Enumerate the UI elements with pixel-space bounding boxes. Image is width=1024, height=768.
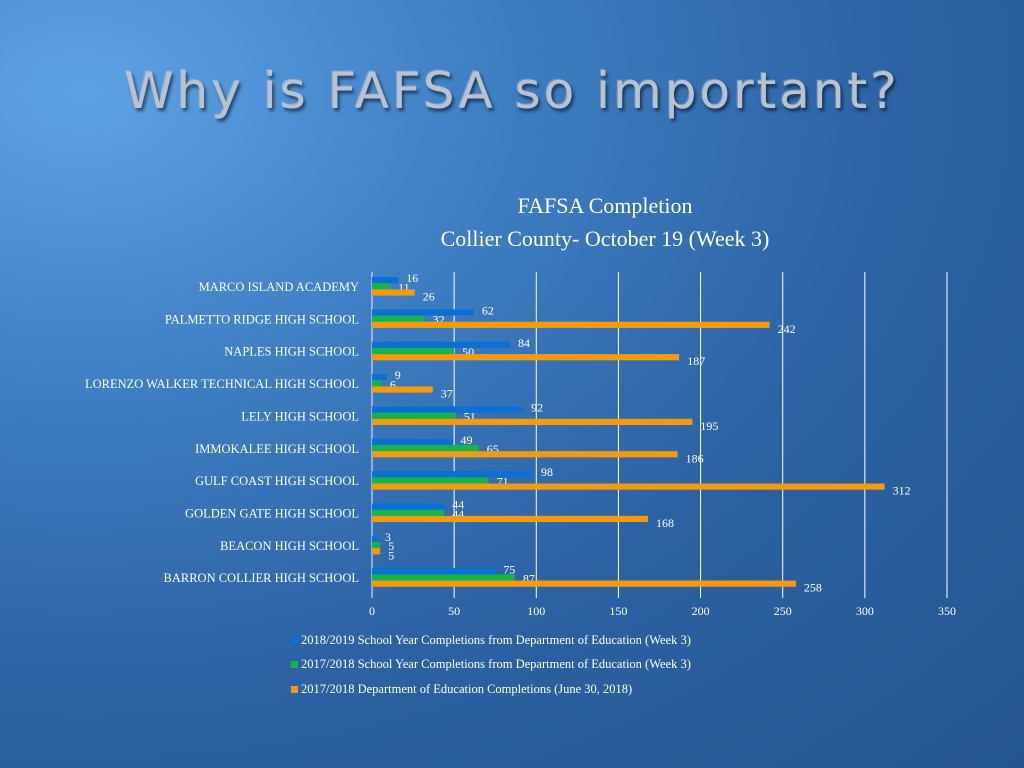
legend-item: 2018/2019 School Year Completions from D… <box>291 628 691 653</box>
legend-swatch <box>291 636 298 644</box>
category-label: BEACON HIGH SCHOOL <box>220 539 359 553</box>
bar <box>372 406 524 413</box>
x-tick-label: 200 <box>692 604 710 618</box>
bar <box>372 438 453 445</box>
bar <box>372 289 415 296</box>
data-label: 84 <box>518 336 530 350</box>
bar <box>372 471 533 478</box>
bar <box>372 347 455 355</box>
bar <box>372 515 648 523</box>
category-label: PALMETTO RIDGE HIGH SCHOOL <box>165 312 359 326</box>
data-label: 258 <box>804 581 822 595</box>
x-tick-label: 50 <box>448 604 460 618</box>
data-label: 49 <box>461 433 473 447</box>
bar <box>372 412 456 419</box>
category-label: LELY HIGH SCHOOL <box>241 409 359 423</box>
data-label: 16 <box>406 271 418 285</box>
category-label: LORENZO WALKER TECHNICAL HIGH SCHOOL <box>85 377 359 391</box>
x-tick-label: 250 <box>774 604 792 618</box>
bar <box>372 580 796 587</box>
bar <box>372 277 399 284</box>
category-label: GOLDEN GATE HIGH SCHOOL <box>185 506 359 520</box>
category-label: IMMOKALEE HIGH SCHOOL <box>195 442 359 456</box>
x-tick-label: 300 <box>856 604 874 618</box>
x-tick-label: 100 <box>527 604 545 618</box>
data-label: 75 <box>503 562 515 576</box>
data-label: 5 <box>388 539 394 553</box>
bar <box>372 477 489 484</box>
data-label: 187 <box>687 354 705 368</box>
category-label: BARRON COLLIER HIGH SCHOOL <box>164 571 360 585</box>
data-label: 37 <box>441 387 453 401</box>
x-tick-label: 350 <box>938 604 956 618</box>
bar <box>372 418 693 425</box>
legend-label: 2017/2018 Department of Education Comple… <box>301 681 633 696</box>
bar <box>372 535 377 542</box>
data-label: 26 <box>423 290 435 304</box>
legend-label: 2017/2018 School Year Completions from D… <box>301 657 691 672</box>
data-label: 6 <box>390 377 396 391</box>
bar <box>372 380 382 387</box>
bar <box>372 386 433 393</box>
bar <box>372 374 387 381</box>
data-label: 312 <box>893 484 911 498</box>
category-label: NAPLES HIGH SCHOOL <box>224 345 359 359</box>
bar <box>372 568 496 575</box>
legend-swatch <box>291 661 298 669</box>
legend-label: 2018/2019 School Year Completions from D… <box>301 632 691 647</box>
chart-legend: 2018/2019 School Year Completions from D… <box>291 628 691 702</box>
bar <box>372 574 515 581</box>
bar <box>372 451 678 458</box>
data-label: 3 <box>385 530 391 544</box>
chart-subtitle: Collier County- October 19 (Week 3) <box>440 226 770 251</box>
data-label: 195 <box>700 419 718 433</box>
data-label: 9 <box>395 368 401 382</box>
bar <box>372 341 510 348</box>
data-label: 44 <box>452 498 464 512</box>
x-tick-label: 150 <box>609 604 627 618</box>
bar <box>372 283 391 290</box>
data-label: 92 <box>531 401 543 415</box>
bar <box>372 503 445 510</box>
data-label: 62 <box>482 303 494 317</box>
bar <box>372 542 381 549</box>
x-tick-label: 0 <box>369 604 375 618</box>
data-label: 168 <box>656 516 674 530</box>
data-label: 186 <box>686 451 704 465</box>
bar <box>372 548 381 555</box>
data-label: 242 <box>778 322 796 336</box>
legend-item: 2017/2018 Department of Education Comple… <box>291 677 691 702</box>
category-label: GULF COAST HIGH SCHOOL <box>195 474 359 488</box>
data-label: 11 <box>398 280 410 294</box>
data-label: 98 <box>541 465 553 479</box>
category-label: MARCO ISLAND ACADEMY <box>199 280 359 294</box>
bar <box>372 509 445 516</box>
bar <box>372 315 425 322</box>
slide-title: Why is FAFSA so important? <box>124 62 900 120</box>
bar <box>372 483 885 490</box>
chart-title: FAFSA Completion <box>517 193 693 218</box>
bar <box>372 444 479 452</box>
legend-swatch <box>291 685 298 693</box>
legend-item: 2017/2018 School Year Completions from D… <box>291 653 691 678</box>
bar <box>372 309 474 316</box>
bar <box>372 321 770 328</box>
data-label: 5 <box>388 548 394 562</box>
bar <box>372 354 680 361</box>
